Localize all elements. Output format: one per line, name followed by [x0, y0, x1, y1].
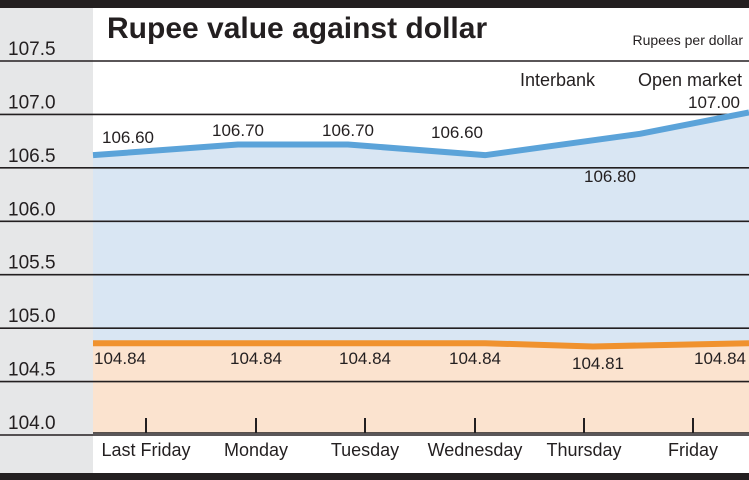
x-tick-label: Friday	[668, 440, 718, 460]
legend-interbank: Interbank	[520, 70, 596, 90]
y-tick-label: 107.5	[8, 39, 56, 60]
series-fill-interbank	[93, 343, 749, 433]
y-tick-label: 106.0	[8, 199, 56, 220]
data-label-layer: 106.60 106.70 106.70 106.60 106.80 107.00 104.…	[94, 93, 746, 373]
x-tick-label: Monday	[224, 440, 288, 460]
y-tick-label: 104.0	[8, 413, 56, 434]
y-tick-label: 105.0	[8, 306, 56, 327]
data-label-interbank: 104.84	[94, 349, 146, 368]
gridlines	[0, 60, 749, 436]
data-label-open-market: 106.60	[431, 123, 483, 142]
x-axis: Last Friday Monday Tuesday Wednesday Thursda…	[93, 418, 749, 460]
data-label-interbank: 104.81	[572, 354, 624, 373]
data-label-open-market: 106.60	[102, 128, 154, 147]
y-tick-label: 105.5	[8, 253, 56, 274]
y-tick-label: 106.5	[8, 146, 56, 167]
data-label-interbank: 104.84	[339, 349, 391, 368]
unit-label: Rupees per dollar	[632, 32, 743, 48]
x-tick-label: Thursday	[546, 440, 621, 460]
top-border	[0, 0, 749, 8]
y-tick-labels: 107.5 107.0 106.5 106.0 105.5 105.0 104.5 104.0	[8, 39, 56, 434]
x-tick-label: Wednesday	[428, 440, 523, 460]
y-tick-label: 104.5	[8, 360, 56, 381]
x-tick-label: Tuesday	[331, 440, 399, 460]
data-label-open-market: 106.70	[212, 121, 264, 140]
data-label-interbank: 104.84	[694, 349, 746, 368]
data-label-interbank: 104.84	[449, 349, 501, 368]
bottom-border	[0, 473, 749, 480]
legend-open-market: Open market	[638, 70, 742, 90]
chart-title: Rupee value against dollar	[107, 12, 487, 45]
series-line-interbank	[93, 340, 749, 350]
tick-label-column	[0, 8, 93, 473]
data-label-open-market: 107.00	[688, 93, 740, 112]
data-label-open-market: 106.70	[322, 121, 374, 140]
series-fill-layer	[93, 112, 749, 433]
data-label-open-market: 106.80	[584, 167, 636, 186]
series-line-open-market	[92, 109, 749, 159]
series-fill-open-market	[93, 112, 749, 348]
x-tick-label: Last Friday	[101, 440, 190, 460]
data-label-interbank: 104.84	[230, 349, 282, 368]
y-tick-label: 107.0	[8, 92, 56, 113]
series-line-layer	[92, 109, 749, 350]
